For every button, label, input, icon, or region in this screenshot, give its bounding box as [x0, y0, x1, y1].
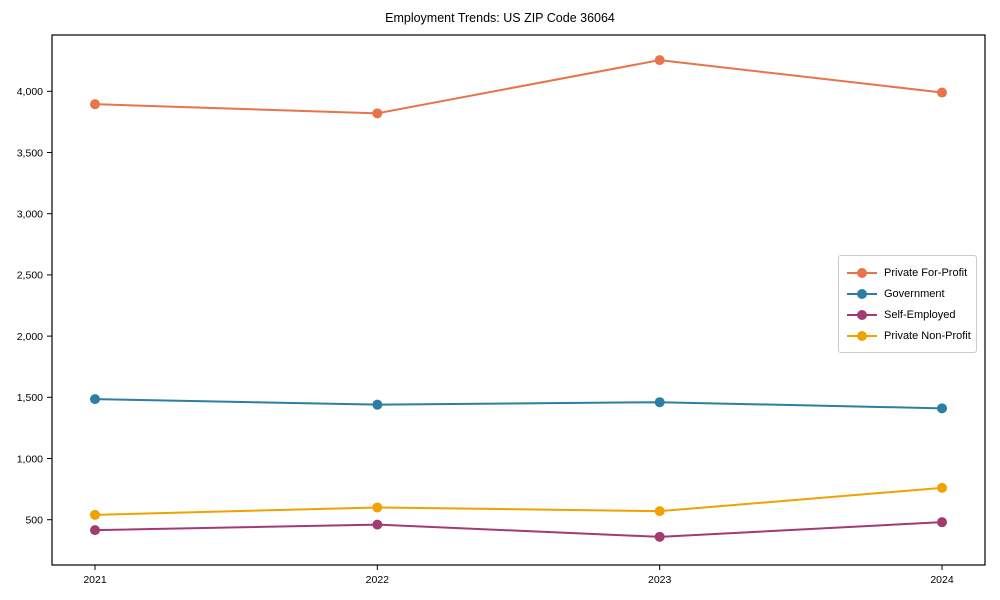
y-tick-label: 4,000	[17, 86, 43, 98]
data-point-marker	[654, 397, 665, 408]
data-point-marker	[372, 502, 383, 513]
y-tick-label: 3,500	[17, 147, 43, 159]
series-line	[94, 59, 943, 115]
legend-item: Government	[847, 283, 968, 304]
data-point-marker	[90, 99, 100, 110]
x-tick-label: 2023	[648, 574, 672, 586]
data-point-marker	[937, 517, 947, 528]
legend-item: Self-Employed	[847, 304, 968, 325]
legend-marker	[847, 309, 877, 320]
data-point-marker	[654, 55, 665, 66]
x-tick-label: 2021	[83, 574, 107, 586]
data-point-marker	[372, 399, 383, 410]
legend-item: Private For-Profit	[847, 262, 968, 283]
legend-marker	[847, 330, 877, 341]
data-point-marker	[937, 87, 947, 98]
data-point-marker	[654, 531, 665, 542]
legend-marker	[847, 288, 877, 299]
data-point-marker	[937, 482, 947, 493]
legend-item-label: Government	[884, 287, 945, 300]
legend: Private For-Profit Government Self-Employe…	[838, 255, 977, 353]
x-tick-label: 2022	[366, 574, 390, 586]
data-point-marker	[90, 394, 100, 405]
y-tick-label: 2,500	[17, 270, 43, 282]
data-point-marker	[90, 509, 100, 520]
legend-item-label: Self-Employed	[884, 308, 956, 321]
data-point-marker	[90, 525, 100, 536]
legend-item-label: Private For-Profit	[884, 266, 968, 279]
legend-item-label: Private Non-Profit	[884, 329, 971, 342]
legend-item: Private Non-Profit	[847, 325, 971, 346]
series-line	[94, 398, 943, 410]
legend-marker	[847, 267, 877, 278]
y-tick-label: 1,000	[17, 453, 43, 465]
y-tick-label: 1,500	[17, 392, 43, 404]
data-point-marker	[654, 506, 665, 517]
series-line	[94, 486, 943, 516]
y-tick-label: 2,000	[17, 331, 43, 343]
chart-title: Employment Trends: US ZIP Code 36064	[385, 11, 615, 25]
y-tick-label: 500	[25, 515, 43, 527]
y-tick-label: 3,000	[17, 209, 43, 221]
data-point-marker	[937, 403, 947, 414]
plot-border	[51, 34, 986, 566]
data-point-marker	[372, 108, 383, 119]
data-point-marker	[372, 519, 383, 530]
series-line	[94, 521, 943, 538]
x-tick-label: 2024	[930, 574, 954, 586]
